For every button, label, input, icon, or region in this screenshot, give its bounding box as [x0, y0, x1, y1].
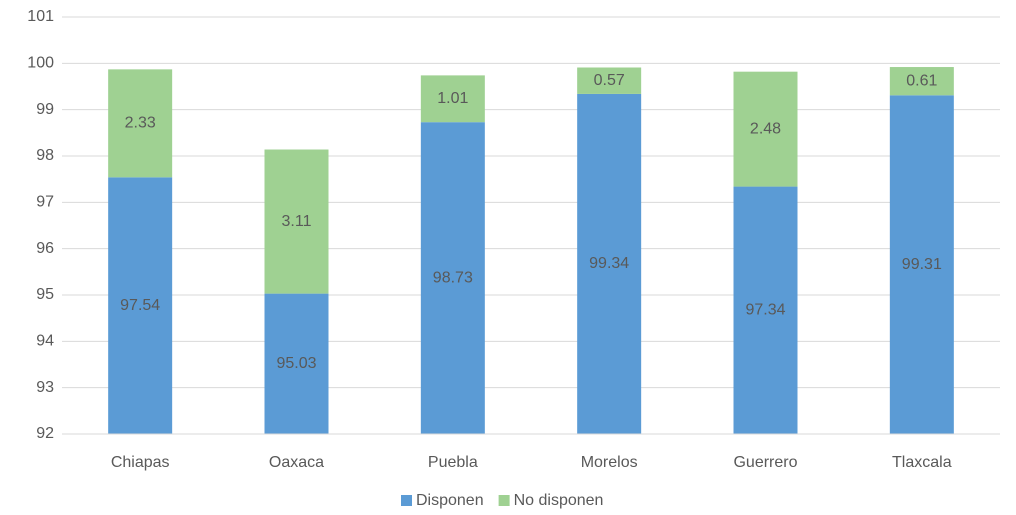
y-tick-label: 97	[36, 194, 54, 211]
bar-segment	[264, 293, 329, 434]
legend-swatch	[498, 495, 510, 506]
legend-swatch	[401, 495, 412, 506]
bar-segment	[733, 186, 798, 434]
y-tick-label: 92	[36, 425, 54, 442]
bar-segment	[577, 67, 642, 94]
bar-segment	[108, 69, 173, 178]
bar-segment	[889, 95, 954, 434]
x-tick-label: Puebla	[428, 454, 478, 471]
y-tick-label: 93	[36, 379, 54, 396]
y-tick-label: 100	[27, 55, 54, 72]
y-tick-label: 96	[36, 240, 54, 257]
bar-segment	[108, 177, 173, 434]
data-label: 97.34	[745, 302, 785, 319]
data-label: 95.03	[276, 355, 316, 372]
data-label: 98.73	[433, 269, 473, 286]
y-tick-label: 101	[27, 8, 54, 25]
bar-segment	[420, 122, 485, 434]
x-tick-label: Chiapas	[111, 454, 170, 471]
data-label: 0.61	[906, 72, 937, 89]
data-label: 99.31	[902, 256, 942, 273]
bar-segment	[733, 71, 798, 187]
bar-segment	[889, 67, 954, 96]
y-tick-label: 98	[36, 147, 54, 164]
bar-segment	[264, 149, 329, 294]
legend-label: Disponen	[416, 492, 484, 509]
data-label: 2.33	[125, 115, 156, 132]
bar-segment	[577, 93, 642, 434]
y-tick-label: 99	[36, 101, 54, 118]
y-tick-label: 95	[36, 286, 54, 303]
legend-label: No disponen	[514, 492, 604, 509]
x-tick-label: Morelos	[581, 454, 638, 471]
x-tick-label: Oaxaca	[269, 454, 324, 471]
data-label: 0.57	[594, 72, 625, 89]
x-tick-label: Tlaxcala	[892, 454, 952, 471]
data-label: 1.01	[437, 90, 468, 107]
data-label: 97.54	[120, 297, 160, 314]
data-label: 99.34	[589, 255, 629, 272]
data-label: 2.48	[750, 120, 781, 137]
data-label: 3.11	[282, 213, 312, 230]
y-tick-label: 94	[36, 333, 54, 350]
x-tick-label: Guerrero	[733, 454, 797, 471]
bar-segment	[420, 75, 485, 123]
